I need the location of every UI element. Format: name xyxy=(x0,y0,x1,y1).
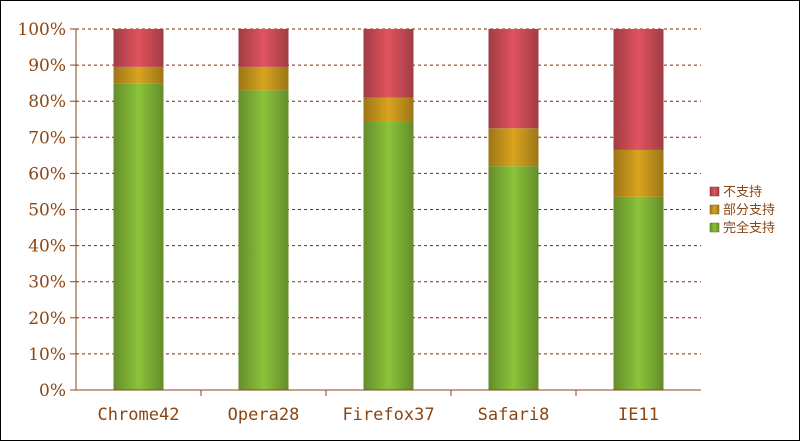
legend-label: 部分支持 xyxy=(723,203,775,218)
axes xyxy=(70,28,701,396)
bar-safari8-series-0 xyxy=(488,166,539,390)
bar-ie11-series-1 xyxy=(613,149,664,197)
y-tick-label: 30% xyxy=(28,273,66,293)
y-tick-label: 40% xyxy=(28,237,66,257)
bar-opera28-series-1 xyxy=(238,66,289,91)
y-tick-label: 10% xyxy=(28,345,66,365)
legend-swatch xyxy=(709,186,720,197)
tick-labels: 0% 10% 20% 30% 40% 50% 60% 70% 80% 90% 100% Chrome4… xyxy=(17,20,659,425)
bar-opera28-series-0 xyxy=(238,90,289,391)
y-tick-label: 80% xyxy=(28,92,66,112)
bar-safari8-series-1 xyxy=(488,128,539,167)
x-category-label: Firefox37 xyxy=(342,405,434,425)
bar-ie11-series-2 xyxy=(613,29,664,150)
bar-chrome42-series-2 xyxy=(113,29,164,67)
x-category-label: Safari8 xyxy=(478,405,550,425)
legend-swatch xyxy=(709,222,720,233)
bar-chrome42-series-1 xyxy=(113,66,164,84)
legend-swatch xyxy=(709,204,720,215)
y-tick-label: 100% xyxy=(17,20,66,40)
y-tick-label: 90% xyxy=(28,56,66,76)
legend-label: 不支持 xyxy=(723,185,762,200)
x-category-label: IE11 xyxy=(618,405,659,425)
bar-firefox37-series-1 xyxy=(363,97,414,122)
bar-firefox37-series-0 xyxy=(363,121,414,391)
bar-firefox37-series-2 xyxy=(363,29,414,98)
bar-opera28-series-2 xyxy=(238,29,289,67)
legend-label: 完全支持 xyxy=(723,220,775,236)
bar-safari8-series-2 xyxy=(488,29,539,129)
x-category-label: Opera28 xyxy=(228,405,300,425)
y-tick-label: 0% xyxy=(39,381,66,401)
y-tick-label: 20% xyxy=(28,309,66,329)
y-tick-label: 60% xyxy=(28,164,66,184)
bar-chrome42-series-0 xyxy=(113,83,164,391)
x-category-label: Chrome42 xyxy=(98,405,180,425)
bar-ie11-series-0 xyxy=(613,196,664,390)
y-tick-label: 70% xyxy=(28,128,66,148)
y-tick-label: 50% xyxy=(28,201,66,221)
bars xyxy=(113,29,664,391)
